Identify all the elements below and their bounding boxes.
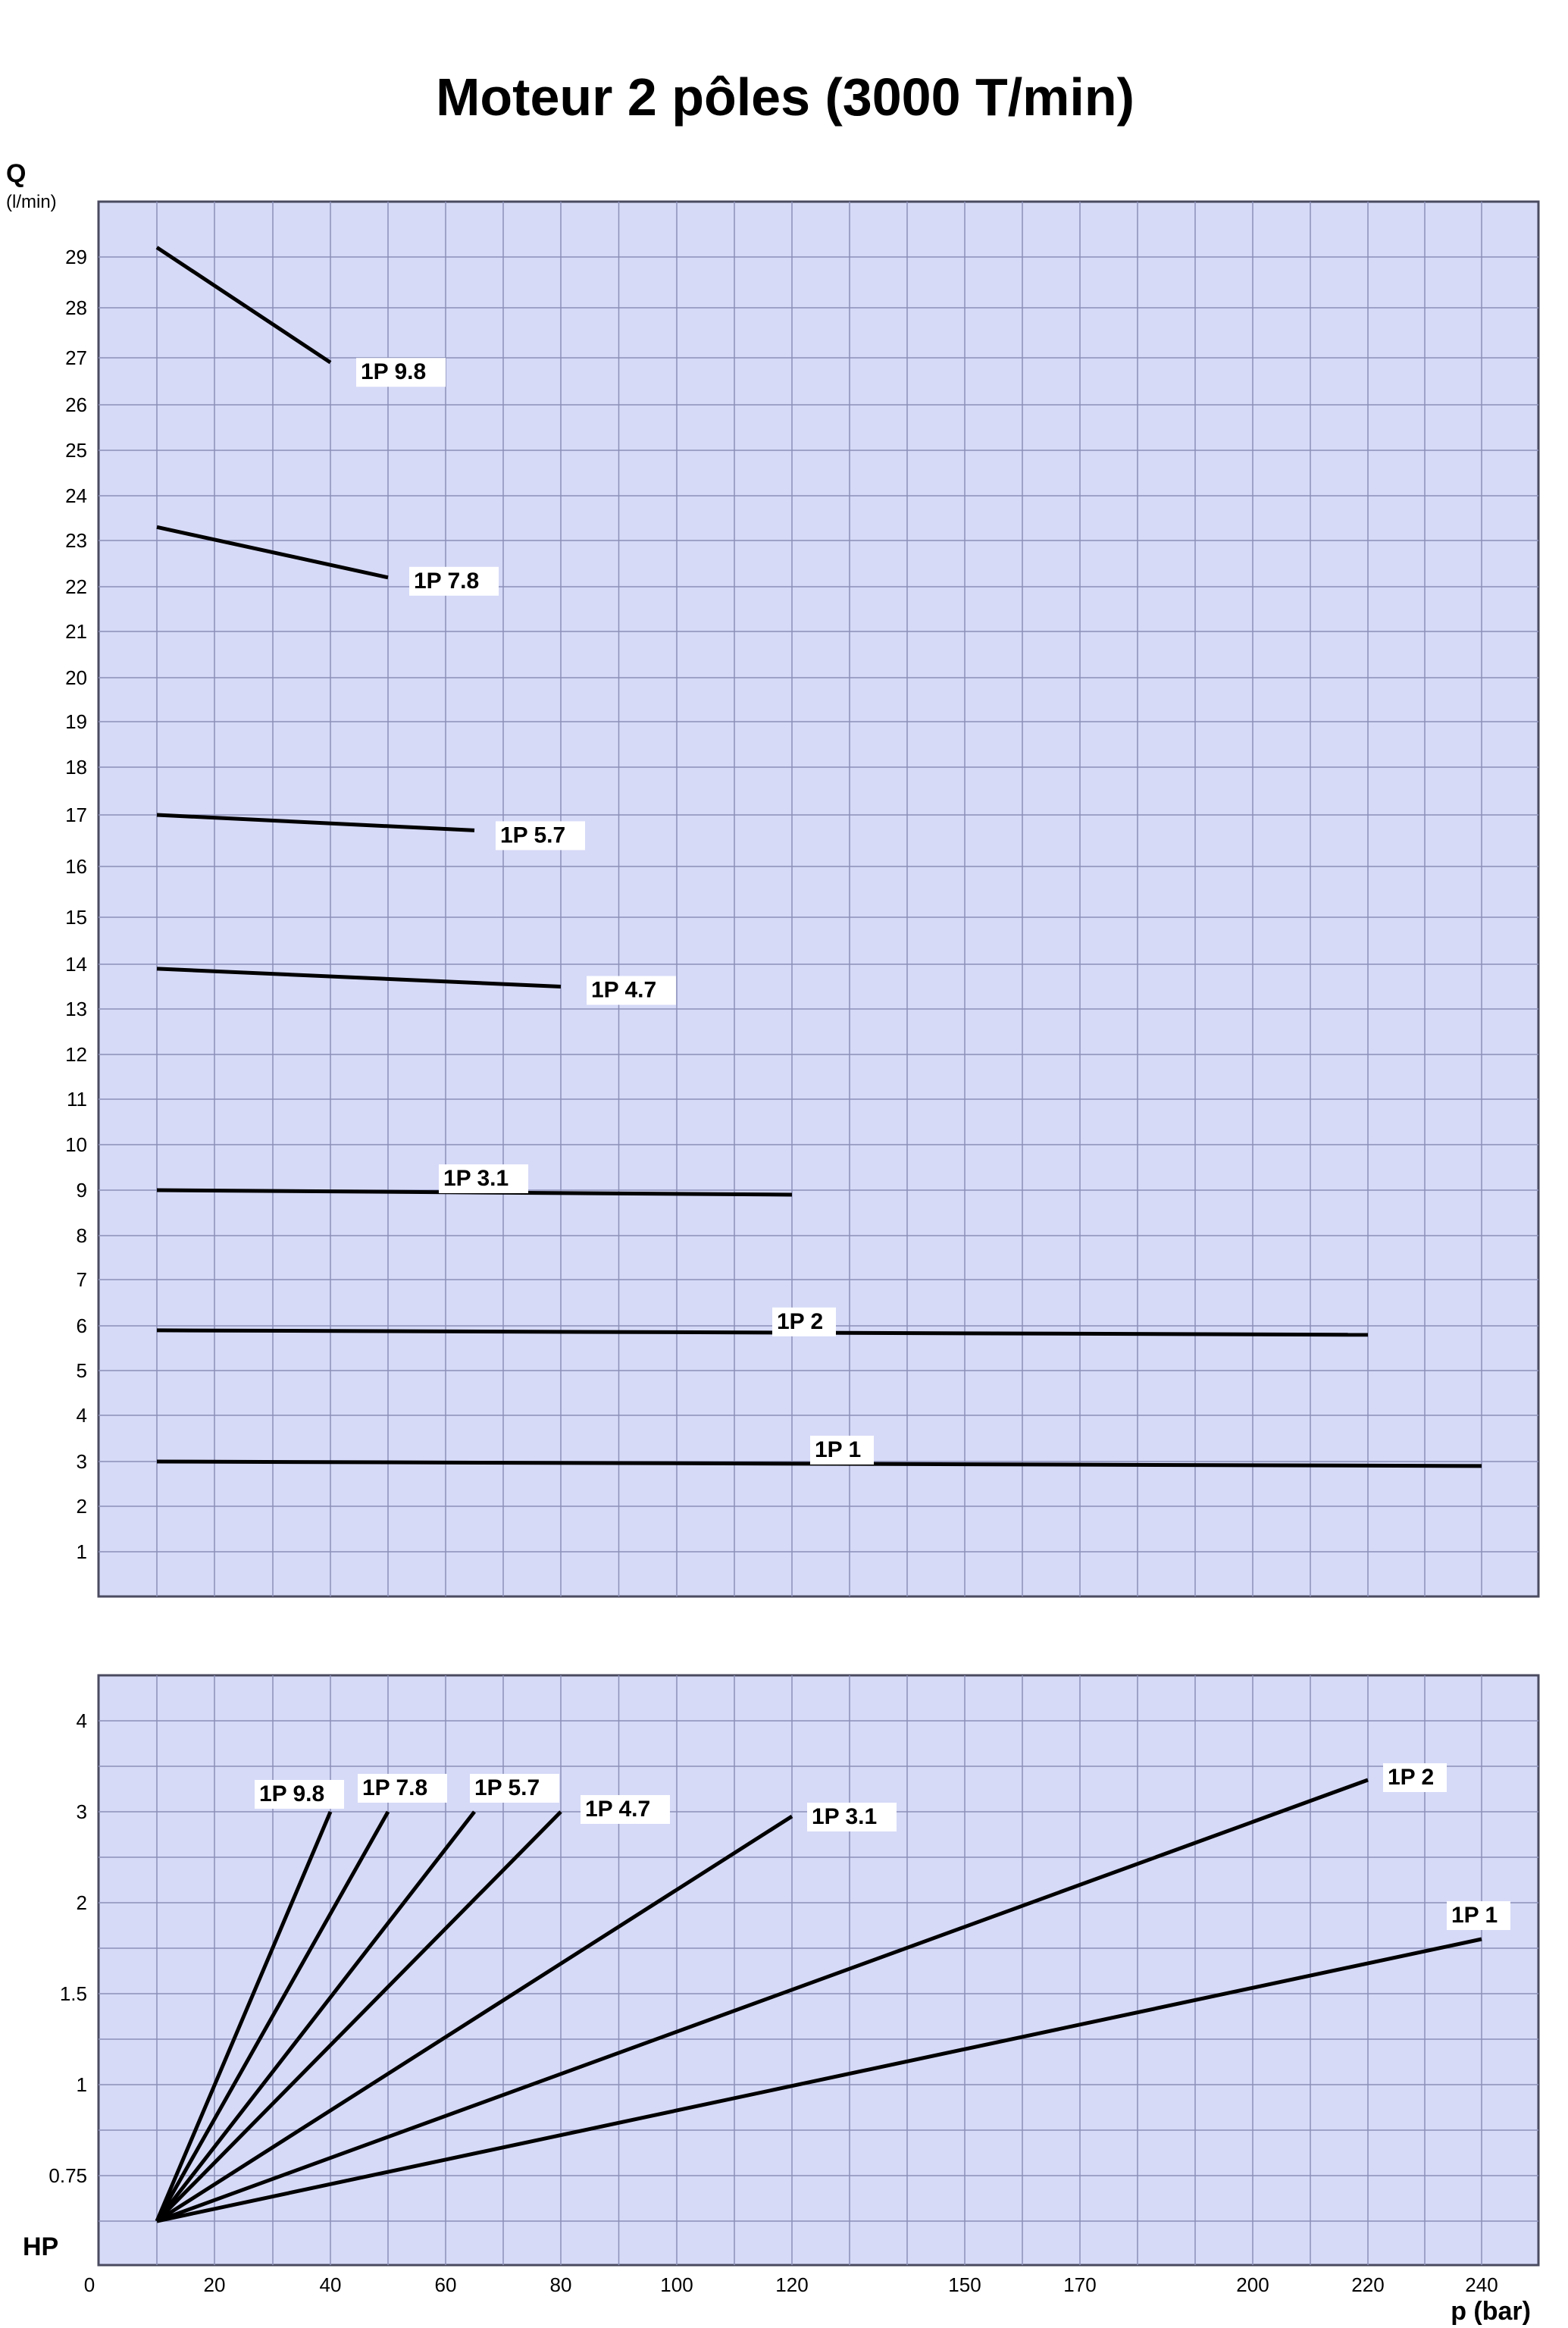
power-y-ticks: 0.75 1 1.5 2 3 4 (49, 1709, 87, 2187)
flow-axis-label: Q (6, 159, 26, 188)
power-axis-label: HP (23, 2232, 58, 2261)
flow-series-label: 1P 5.7 (496, 821, 585, 850)
flow-series-label: 1P 2 (772, 1308, 836, 1336)
flow-y-tick-label: 18 (65, 756, 87, 779)
flow-y-tick-label: 10 (65, 1133, 87, 1156)
flow-y-tick-label: 8 (77, 1224, 87, 1247)
power-series-label: 1P 1 (1447, 1901, 1510, 1930)
pressure-x-tick-label: 60 (435, 2273, 457, 2296)
flow-y-tick-label: 17 (65, 804, 87, 826)
flow-plot-area (99, 202, 1538, 1596)
series-label-text: 1P 1 (815, 1437, 861, 1462)
pressure-x-tick-label: 200 (1236, 2273, 1269, 2296)
pressure-x-tick-label: 120 (775, 2273, 808, 2296)
power-series-label: 1P 9.8 (255, 1780, 344, 1809)
flow-y-tick-label: 16 (65, 855, 87, 878)
series-label-text: 1P 3.1 (443, 1166, 509, 1191)
series-label-text: 1P 5.7 (474, 1775, 540, 1800)
flow-series-label: 1P 7.8 (409, 567, 499, 596)
series-label-text: 1P 9.8 (361, 359, 426, 384)
flow-y-tick-label: 24 (65, 484, 87, 507)
series-label-text: 1P 4.7 (585, 1797, 650, 1822)
pressure-x-tick-label: 170 (1063, 2273, 1096, 2296)
flow-y-tick-label: 5 (77, 1359, 87, 1382)
power-y-tick-label: 0.75 (49, 2164, 87, 2187)
pressure-x-tick-label: 40 (320, 2273, 342, 2296)
flow-y-tick-label: 19 (65, 710, 87, 733)
flow-y-tick-label: 4 (77, 1404, 87, 1427)
flow-series-label: 1P 9.8 (356, 358, 446, 387)
series-label-text: 1P 2 (1388, 1765, 1434, 1790)
flow-y-tick-label: 26 (65, 393, 87, 416)
flow-y-tick-label: 3 (77, 1450, 87, 1473)
series-label-text: 1P 2 (777, 1309, 823, 1334)
power-y-tick-label: 4 (77, 1709, 87, 1732)
flow-y-tick-label: 22 (65, 575, 87, 598)
flow-y-tick-label: 15 (65, 906, 87, 929)
pressure-x-tick-label: 0 (84, 2273, 95, 2296)
power-series-label: 1P 5.7 (470, 1774, 559, 1803)
flow-series-label: 1P 4.7 (587, 976, 676, 1005)
flow-y-tick-label: 20 (65, 666, 87, 689)
series-label-text: 1P 4.7 (591, 978, 656, 1003)
flow-axis-unit: (l/min) (6, 192, 57, 212)
flow-y-tick-label: 11 (67, 1088, 87, 1111)
series-label-text: 1P 1 (1451, 1903, 1498, 1928)
flow-y-tick-label: 2 (77, 1495, 87, 1518)
flow-y-tick-label: 9 (77, 1179, 87, 1202)
series-label-text: 1P 7.8 (414, 569, 479, 594)
flow-series-label: 1P 1 (810, 1436, 874, 1465)
power-series-label: 1P 2 (1383, 1763, 1447, 1792)
pressure-x-tick-label: 80 (550, 2273, 572, 2296)
power-series-label: 1P 4.7 (581, 1795, 670, 1824)
flow-y-tick-label: 6 (77, 1314, 87, 1337)
flow-y-tick-label: 27 (65, 346, 87, 369)
flow-y-tick-label: 29 (65, 246, 87, 268)
pressure-x-tick-label: 20 (204, 2273, 226, 2296)
series-label-text: 1P 9.8 (259, 1781, 324, 1806)
pressure-x-tick-label: 100 (660, 2273, 693, 2296)
pressure-x-tick-label: 150 (948, 2273, 981, 2296)
pressure-x-tick-label: 220 (1351, 2273, 1384, 2296)
pressure-x-tick-label: 240 (1465, 2273, 1498, 2296)
flow-y-tick-label: 25 (65, 439, 87, 462)
flow-y-tick-label: 7 (77, 1268, 87, 1291)
power-y-tick-label: 3 (77, 1800, 87, 1823)
power-series-label: 1P 3.1 (807, 1803, 897, 1831)
series-label-text: 1P 3.1 (812, 1804, 877, 1829)
power-y-tick-label: 2 (77, 1891, 87, 1914)
flow-y-tick-label: 23 (65, 529, 87, 552)
flow-y-tick-label: 12 (65, 1043, 87, 1066)
pressure-x-ticks: 0 20 40 60 80 100 120 150 170 200 220 240 (84, 2273, 1498, 2296)
flow-y-ticks: 1234567891011121314151617181920212223242… (65, 246, 87, 1563)
power-series-label: 1P 7.8 (358, 1774, 447, 1803)
series-label-text: 1P 5.7 (500, 822, 565, 848)
flow-y-tick-label: 21 (65, 620, 87, 643)
series-label-text: 1P 7.8 (362, 1775, 427, 1800)
power-y-tick-label: 1 (77, 2073, 87, 2096)
power-plot-area (99, 1675, 1538, 2265)
power-y-tick-label: 1.5 (60, 1982, 87, 2005)
flow-y-tick-label: 28 (65, 296, 87, 319)
pressure-axis-label: p (bar) (1451, 2297, 1531, 2326)
flow-y-tick-label: 14 (65, 953, 87, 976)
flow-y-tick-label: 1 (77, 1540, 87, 1563)
chart-title: Moteur 2 pôles (3000 T/min) (436, 67, 1135, 127)
flow-y-tick-label: 13 (65, 998, 87, 1020)
flow-series-label: 1P 3.1 (439, 1164, 528, 1193)
